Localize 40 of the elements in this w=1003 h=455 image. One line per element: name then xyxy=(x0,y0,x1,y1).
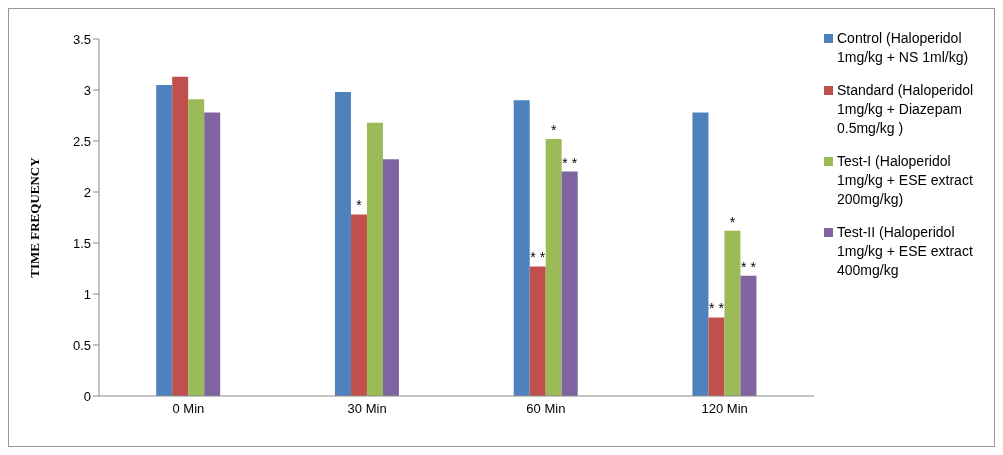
bar xyxy=(334,92,351,396)
y-tick-label: 0 xyxy=(83,388,91,404)
bar xyxy=(156,84,173,396)
bar xyxy=(188,99,205,396)
bar xyxy=(561,171,578,396)
y-tick-label: 2 xyxy=(83,184,91,200)
annotation: * * xyxy=(562,154,578,171)
legend-label: Standard (Haloperidol 1mg/kg + Diazepam 0.5mg/kg ) xyxy=(837,81,975,138)
y-tick-label: 3.5 xyxy=(72,31,91,47)
x-tick-label: 60 Min xyxy=(526,401,566,417)
bar xyxy=(692,112,709,396)
bar xyxy=(724,230,741,396)
annotation: * * xyxy=(741,258,757,275)
annotation: * * xyxy=(709,300,725,317)
annotation: * * xyxy=(530,249,546,266)
legend-label: Test-II (Haloperidol 1mg/kg + ESE extract 400mg/kg xyxy=(837,223,974,280)
bar xyxy=(740,275,757,396)
x-tick-label: 120 Min xyxy=(701,401,748,417)
bar xyxy=(382,159,399,396)
y-axis-title: TIME FREQUENCY xyxy=(26,156,42,278)
bar xyxy=(204,112,221,396)
y-tick-label: 3 xyxy=(83,82,91,98)
annotation: * xyxy=(729,213,736,230)
y-tick-label: 2.5 xyxy=(72,133,91,149)
bar xyxy=(366,122,383,396)
legend-label: Test-I (Haloperidol 1mg/kg + ESE extract 200mg/kg) xyxy=(837,152,974,209)
annotation: * xyxy=(550,121,557,138)
bar xyxy=(350,214,367,396)
y-tick-label: 0.5 xyxy=(72,337,91,353)
x-tick-label: 30 Min xyxy=(347,401,387,417)
bar xyxy=(708,317,725,396)
bar xyxy=(172,76,189,396)
x-tick-label: 0 Min xyxy=(172,401,205,417)
legend-label: Control (Haloperidol 1mg/kg + NS 1ml/kg) xyxy=(837,29,970,67)
y-tick-label: 1 xyxy=(83,286,91,302)
bar xyxy=(545,138,562,396)
y-tick-label: 1.5 xyxy=(72,235,91,251)
bar xyxy=(529,266,546,396)
annotation: * xyxy=(356,197,363,214)
bar xyxy=(513,100,530,396)
